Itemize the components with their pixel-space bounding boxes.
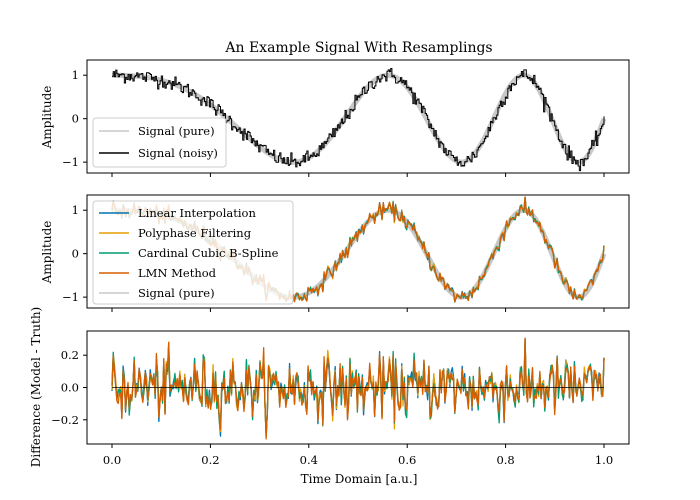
top-panel: Amplitude 1 0 −1 Signal (pure) Signal (noi… [40,59,630,177]
top-panel-xticks [111,173,605,177]
ytick-label: 1 [72,203,79,217]
xtick-label: 1.0 [595,453,613,467]
middle-panel-yticks: 1 0 −1 [62,203,87,304]
xtick-label: 0.0 [103,453,121,467]
bottom-panel-series [111,337,605,440]
bottom-panel-xticks: 0.0 0.2 0.4 0.6 0.8 1.0 [103,444,613,467]
x-axis-label: Time Domain [a.u.] [301,472,418,486]
ytick-label: −1 [62,155,79,169]
legend-label-linear: Linear Interpolation [138,206,256,220]
ytick-label: 0.2 [61,348,79,362]
middle-legend-box [92,200,294,305]
xtick-label: 0.4 [300,453,318,467]
bottom-panel-yticks: 0.2 0.0 −0.2 [51,348,87,427]
middle-legend: Linear Interpolation Polyphase Filtering… [92,200,294,305]
chart-title: An Example Signal With Resamplings [224,40,492,56]
middle-panel-xticks [111,308,605,312]
legend-label-lmn: LMN Method [138,266,217,280]
legend-label-signal-noisy: Signal (noisy) [138,146,218,160]
bottom-panel-ylabel: Difference (Model - Truth) [29,307,43,468]
xtick-label: 0.2 [201,453,219,467]
ytick-label: 1 [72,68,79,82]
ytick-label: 0 [72,247,79,261]
top-panel-ylabel: Amplitude [40,86,54,150]
middle-panel-frame [86,194,630,309]
legend-label-polyphase: Polyphase Filtering [138,226,252,240]
ytick-label: 0 [72,112,79,126]
bottom-panel: Difference (Model - Truth) 0.2 0.0 −0.2 0.… [29,307,630,468]
series-signal-noisy [112,68,605,172]
legend-label-signal-pure: Signal (pure) [138,124,215,138]
legend-label-signal-pure-2: Signal (pure) [138,286,215,300]
xtick-label: 0.8 [496,453,514,467]
legend-label-bspline: Cardinal Cubic B-Spline [138,246,279,260]
ytick-label: −0.2 [51,413,79,427]
middle-panel-ylabel: Amplitude [40,221,54,285]
top-legend: Signal (pure) Signal (noisy) [92,117,227,168]
top-panel-yticks: 1 0 −1 [62,68,87,169]
top-panel-frame [86,59,630,174]
top-panel-series [110,68,607,172]
ytick-label: −1 [62,290,79,304]
middle-panel: Amplitude 1 0 −1 Linear Interpolation Poly… [40,194,630,312]
xtick-label: 0.6 [398,453,416,467]
series-signal-pure-top [110,72,607,165]
series-lmn-bottom [111,337,605,440]
ytick-label: 0.0 [61,381,79,395]
